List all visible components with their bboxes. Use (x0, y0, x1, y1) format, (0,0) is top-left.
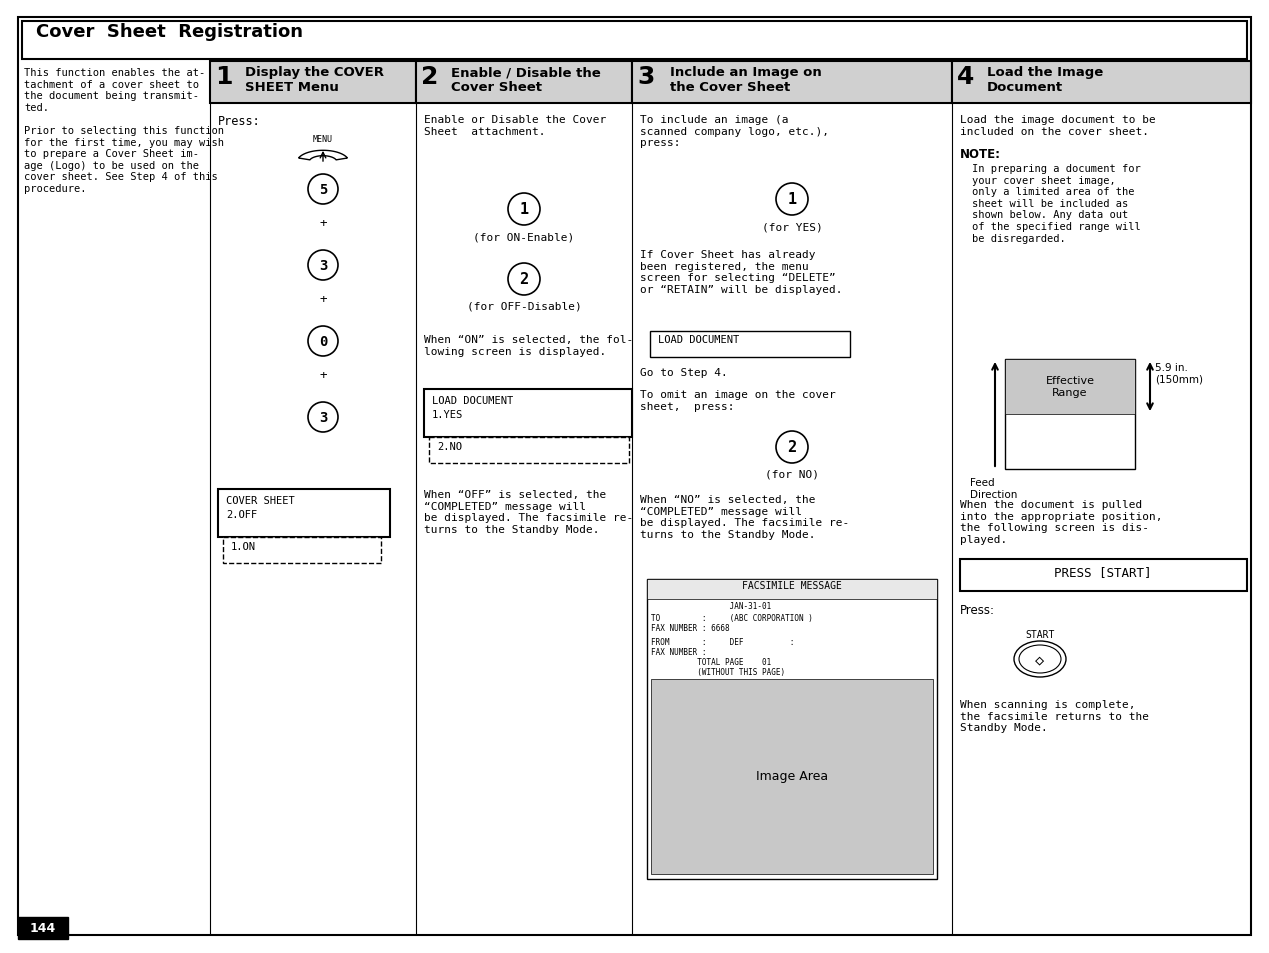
Bar (424, 390, 632, 437)
Text: 4: 4 (957, 65, 975, 89)
Text: When the document is pulled
into the appropriate position,
the following screen : When the document is pulled into the app… (961, 499, 1162, 544)
Circle shape (508, 264, 541, 295)
Text: 2: 2 (519, 273, 529, 287)
Text: 2.NO: 2.NO (437, 441, 462, 452)
Text: JAN-31-01: JAN-31-01 (651, 601, 772, 610)
Circle shape (308, 251, 338, 281)
Bar (952, 62, 1251, 104)
Text: FAX NUMBER : 6668: FAX NUMBER : 6668 (651, 623, 730, 633)
Text: NOTE:: NOTE: (961, 148, 1001, 161)
Text: (for ON-Enable): (for ON-Enable) (473, 232, 575, 242)
Text: +: + (320, 216, 326, 230)
Text: LOAD DOCUMENT: LOAD DOCUMENT (431, 395, 513, 406)
Text: When “ON” is selected, the fol-
lowing screen is displayed.: When “ON” is selected, the fol- lowing s… (424, 335, 633, 356)
Text: Press:: Press: (961, 603, 995, 617)
Text: START: START (1025, 629, 1055, 639)
Text: 3: 3 (637, 65, 655, 89)
Text: MENU: MENU (313, 135, 332, 144)
Text: When “NO” is selected, the
“COMPLETED” message will
be displayed. The facsimile : When “NO” is selected, the “COMPLETED” m… (640, 495, 849, 539)
Circle shape (777, 184, 808, 215)
Bar (429, 437, 629, 463)
Text: Load the Image
Document: Load the Image Document (987, 66, 1103, 94)
Circle shape (308, 174, 338, 205)
Bar (209, 62, 416, 104)
Text: 2.OFF: 2.OFF (226, 510, 258, 519)
Text: (for OFF-Disable): (for OFF-Disable) (467, 302, 581, 312)
Text: 1: 1 (214, 65, 232, 89)
Text: (for YES): (for YES) (761, 222, 822, 232)
Text: Enable or Disable the Cover
Sheet  attachment.: Enable or Disable the Cover Sheet attach… (424, 115, 607, 136)
Text: If Cover Sheet has already
been registered, the menu
screen for selecting “DELET: If Cover Sheet has already been register… (640, 250, 843, 294)
Bar (961, 559, 1247, 592)
Bar (1005, 359, 1134, 470)
Bar (650, 332, 850, 357)
Text: +: + (320, 293, 326, 306)
Text: 1: 1 (519, 202, 529, 217)
Text: LOAD DOCUMENT: LOAD DOCUMENT (659, 335, 740, 345)
Polygon shape (298, 152, 348, 161)
Text: 3: 3 (319, 411, 327, 424)
Bar (1005, 359, 1134, 415)
Text: To omit an image on the cover
sheet,  press:: To omit an image on the cover sheet, pre… (640, 390, 836, 411)
Ellipse shape (1014, 641, 1066, 678)
Text: When scanning is complete,
the facsimile returns to the
Standby Mode.: When scanning is complete, the facsimile… (961, 700, 1148, 733)
Text: 1.ON: 1.ON (231, 541, 256, 552)
Text: FROM       :     DEF          :: FROM : DEF : (651, 638, 794, 646)
Text: Feed
Direction: Feed Direction (970, 477, 1018, 499)
Bar (647, 579, 937, 599)
Text: (WITHOUT THIS PAGE): (WITHOUT THIS PAGE) (651, 667, 786, 677)
Text: 1: 1 (788, 193, 797, 208)
Circle shape (508, 193, 541, 226)
Circle shape (308, 402, 338, 433)
Text: PRESS [START]: PRESS [START] (1055, 565, 1152, 578)
Circle shape (777, 432, 808, 463)
Text: (for NO): (for NO) (765, 470, 819, 479)
Ellipse shape (1019, 645, 1061, 673)
Text: When “OFF” is selected, the
“COMPLETED” message will
be displayed. The facsimile: When “OFF” is selected, the “COMPLETED” … (424, 490, 633, 535)
Text: 2: 2 (421, 65, 438, 89)
Text: COVER SHEET: COVER SHEET (226, 496, 294, 505)
Text: 0: 0 (319, 335, 327, 349)
Text: Go to Step 4.: Go to Step 4. (640, 368, 727, 377)
Text: TOTAL PAGE    01: TOTAL PAGE 01 (651, 658, 772, 666)
Bar (632, 62, 952, 104)
Text: To include an image (a
scanned company logo, etc.),
press:: To include an image (a scanned company l… (640, 115, 829, 148)
Bar (416, 62, 632, 104)
Text: Display the COVER
SHEET Menu: Display the COVER SHEET Menu (245, 66, 385, 94)
Text: Cover  Sheet  Registration: Cover Sheet Registration (36, 23, 303, 41)
Text: Image Area: Image Area (756, 770, 829, 782)
Bar (218, 490, 390, 537)
Text: Include an Image on
the Cover Sheet: Include an Image on the Cover Sheet (670, 66, 822, 94)
Text: 5.9 in.
(150mm): 5.9 in. (150mm) (1155, 363, 1203, 384)
Bar (651, 679, 933, 874)
Text: 2: 2 (788, 440, 797, 455)
Bar (647, 579, 937, 879)
Bar (223, 537, 381, 563)
Text: Load the image document to be
included on the cover sheet.: Load the image document to be included o… (961, 115, 1156, 136)
Circle shape (308, 327, 338, 356)
Text: Enable / Disable the
Cover Sheet: Enable / Disable the Cover Sheet (450, 66, 600, 94)
Text: Effective
Range: Effective Range (1046, 375, 1094, 397)
Text: FAX NUMBER :: FAX NUMBER : (651, 647, 707, 657)
Text: 1.YES: 1.YES (431, 410, 463, 419)
Text: 3: 3 (319, 258, 327, 273)
Text: 144: 144 (30, 922, 56, 935)
Text: This function enables the at-
tachment of a cover sheet to
the document being tr: This function enables the at- tachment o… (24, 68, 225, 193)
Text: FACSIMILE MESSAGE: FACSIMILE MESSAGE (742, 580, 841, 590)
Bar (18, 917, 69, 939)
Text: In preparing a document for
your cover sheet image,
only a limited area of the
s: In preparing a document for your cover s… (972, 164, 1141, 243)
Bar (22, 22, 1247, 60)
Text: 5: 5 (319, 183, 327, 196)
Text: ◇: ◇ (1036, 652, 1044, 667)
Text: TO         :     (ABC CORPORATION ): TO : (ABC CORPORATION ) (651, 614, 813, 622)
Text: Press:: Press: (218, 115, 260, 128)
Text: +: + (320, 369, 326, 381)
